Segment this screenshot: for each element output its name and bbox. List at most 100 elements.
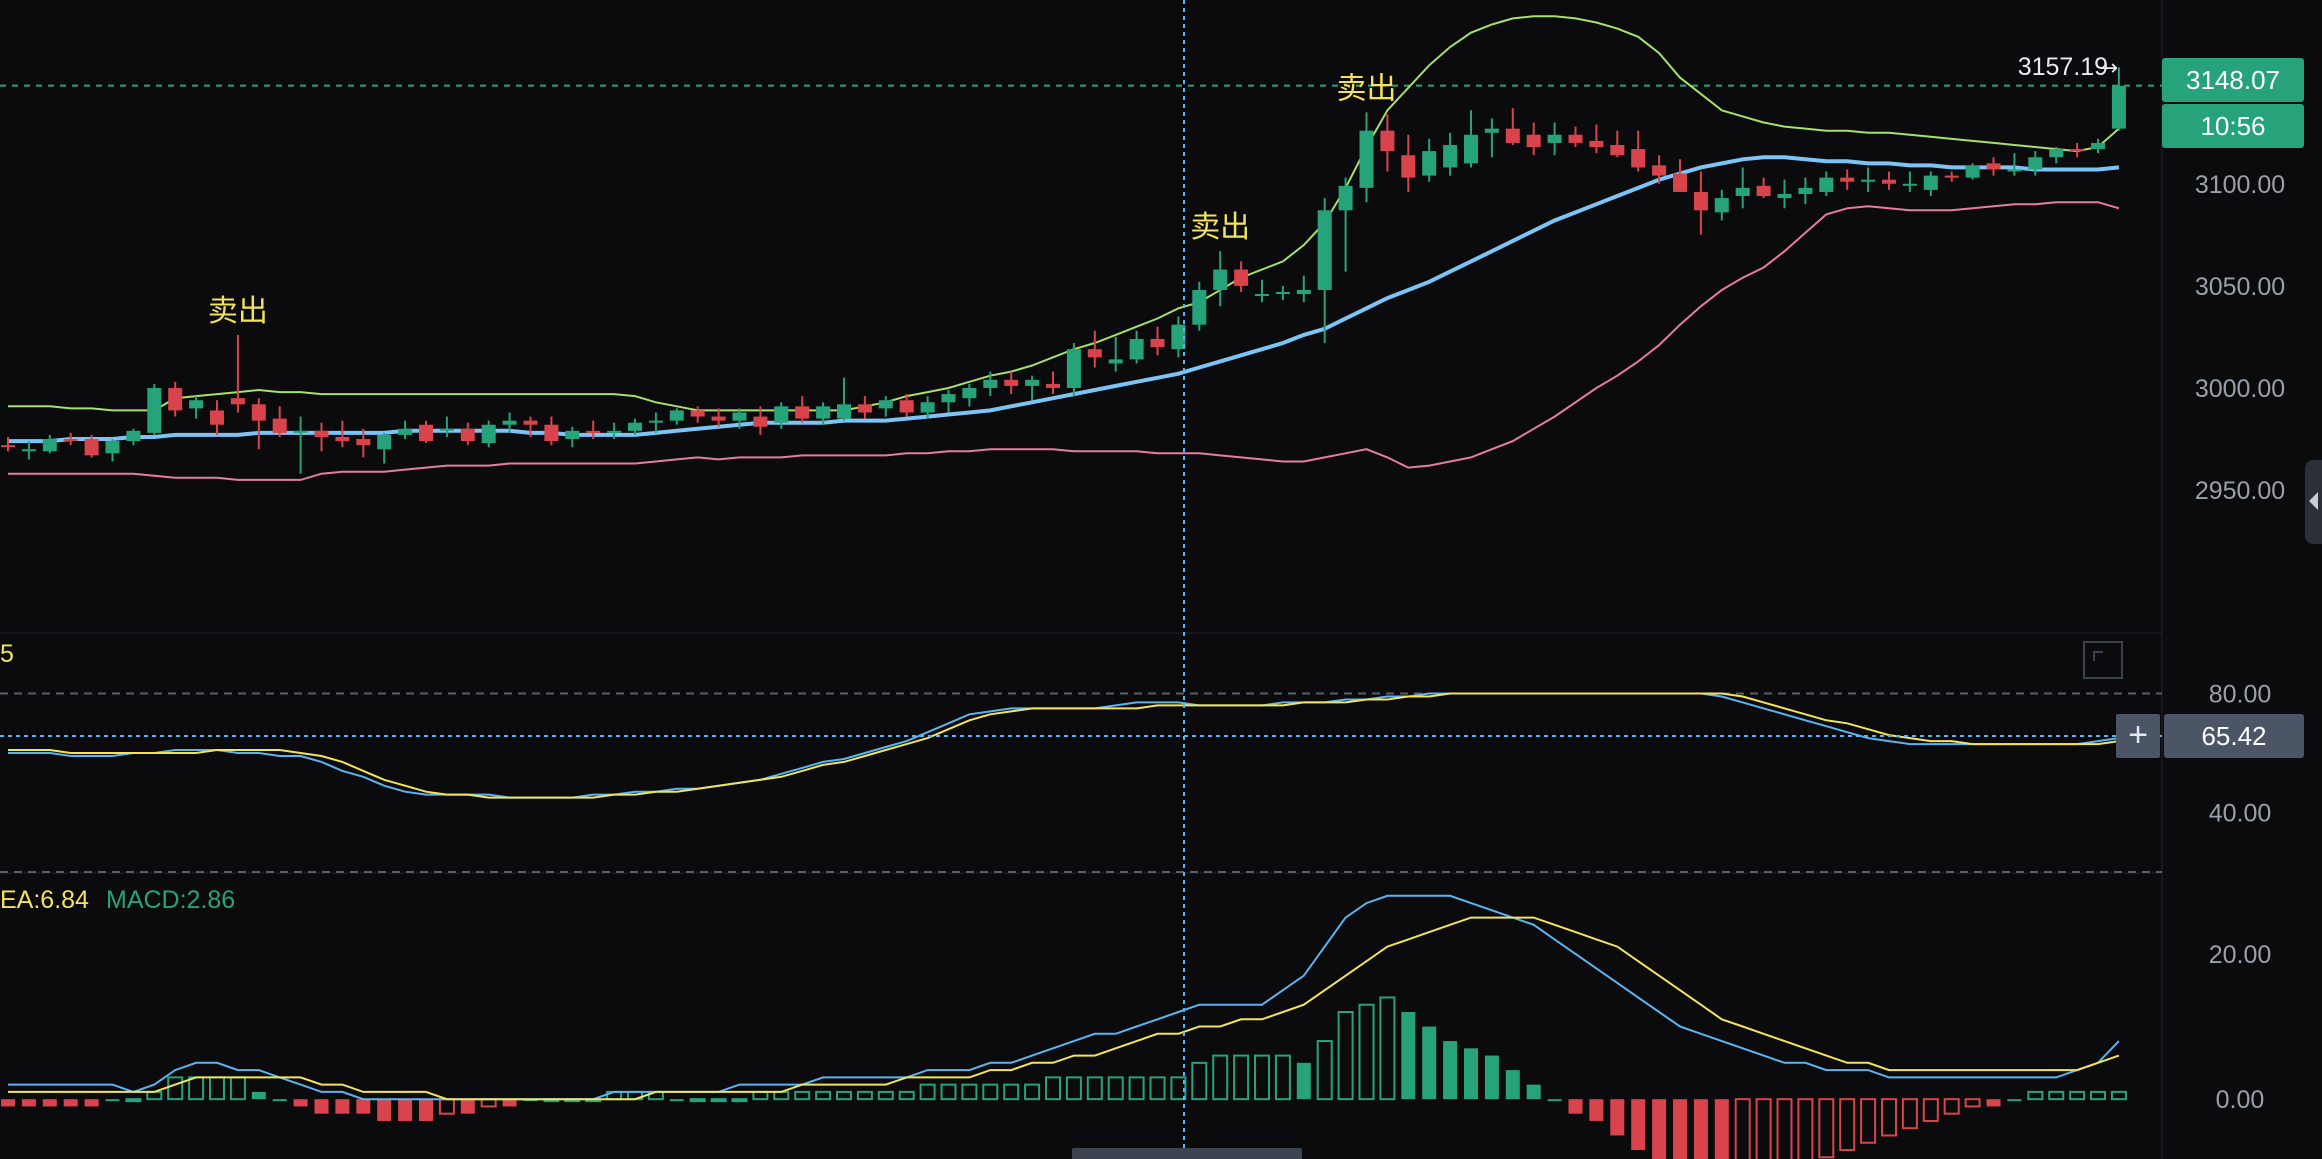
candle-body <box>1213 269 1228 290</box>
candle-body <box>1526 134 1541 148</box>
candle-body <box>1923 175 1938 190</box>
arrow-right-icon: → <box>2100 56 2118 81</box>
macd-histogram-bar <box>710 1098 727 1103</box>
macd-histogram-bar <box>1464 1048 1478 1100</box>
macd-histogram-bar <box>1818 1098 1835 1159</box>
macd-histogram-bar <box>689 1098 706 1103</box>
candle-body <box>1610 144 1625 156</box>
macd-histogram-bar <box>2027 1090 2044 1101</box>
candle-body <box>210 410 224 425</box>
candle-body <box>523 420 538 425</box>
macd-histogram-bar <box>1422 1026 1437 1100</box>
candle-body <box>335 436 350 442</box>
expand-icon[interactable] <box>2083 641 2123 679</box>
macd-histogram-bar <box>1274 1054 1291 1101</box>
candle-body <box>690 410 705 417</box>
macd-histogram-bar <box>1170 1076 1187 1101</box>
candle-body <box>356 439 371 446</box>
macd-histogram-bar <box>1986 1099 2001 1107</box>
candle-body <box>1547 134 1562 143</box>
macd-histogram-bar <box>731 1098 748 1103</box>
macd-histogram-bar <box>1254 1054 1270 1101</box>
macd-histogram-bar <box>1045 1076 1061 1101</box>
macd-histogram-bar <box>1755 1098 1772 1159</box>
candle-body <box>1777 193 1792 199</box>
candle-body <box>1840 177 1855 182</box>
macd-histogram-bar <box>1086 1076 1103 1101</box>
macd-histogram-bar <box>1776 1098 1793 1159</box>
candle-body <box>1046 383 1060 388</box>
candle-body <box>1986 163 2001 170</box>
candle-body <box>272 418 287 433</box>
macd-histogram-bar <box>1881 1098 1897 1137</box>
macd-histogram-bar <box>356 1099 371 1114</box>
macd-histogram-bar <box>1003 1083 1020 1101</box>
macd-histogram-bar <box>1233 1054 1250 1101</box>
candle-body <box>460 428 475 442</box>
candle-body <box>189 400 204 409</box>
candle-body <box>1150 338 1165 348</box>
macd-histogram-bar <box>1065 1076 1082 1101</box>
candle-body <box>1965 165 1980 178</box>
macd-histogram-bar <box>125 1098 142 1103</box>
macd-histogram-bar <box>1943 1098 1960 1115</box>
macd-histogram-bar <box>1358 1003 1375 1101</box>
macd-histogram-bar <box>460 1099 475 1114</box>
candle-body <box>1171 324 1186 350</box>
macd-histogram-bar <box>1212 1054 1229 1101</box>
candle-body <box>1192 289 1207 325</box>
candle-body <box>899 400 914 413</box>
candle-body <box>1401 155 1416 178</box>
macd-histogram-bar <box>2110 1090 2127 1101</box>
last-price-label: 3157.19 <box>2018 53 2108 81</box>
macd-histogram-bar <box>1379 996 1396 1101</box>
candle-body <box>1735 187 1750 197</box>
candle-body <box>1568 134 1583 143</box>
macd-histogram-bar <box>669 1099 684 1102</box>
candle-body <box>1505 128 1520 143</box>
candle-body <box>1484 128 1499 133</box>
candle-body <box>1631 149 1646 168</box>
crosshair-add-icon[interactable]: + <box>2116 714 2160 758</box>
chevron-left-icon <box>2309 492 2318 510</box>
macd-histogram-bar <box>42 1099 57 1107</box>
candle-body <box>1275 291 1290 295</box>
macd-histogram-bar <box>2069 1090 2086 1101</box>
macd-histogram-bar <box>1505 1070 1520 1100</box>
price-panel: 3100.003050.003000.002950.00卖出卖出卖出3157.1… <box>0 15 2285 505</box>
macd-histogram-bar <box>1024 1083 1041 1101</box>
macd-histogram-bar <box>1296 1062 1311 1100</box>
candle-body <box>168 387 183 411</box>
candle-body <box>795 406 810 419</box>
oscillator-axis-tick: 80.00 <box>2209 681 2272 709</box>
macd-histogram-bar <box>105 1099 120 1102</box>
macd-histogram-bar <box>1149 1076 1166 1101</box>
side-panel-handle[interactable] <box>2305 460 2322 544</box>
candle-body <box>1589 140 1604 148</box>
macd-histogram-bar <box>898 1090 915 1101</box>
macd-histogram-bar <box>1401 1012 1416 1100</box>
candle-body <box>648 420 663 423</box>
candle-body <box>983 379 998 388</box>
macd-histogram-bar <box>1693 1099 1708 1159</box>
macd-histogram-bar <box>84 1099 99 1107</box>
oscillator-axis-tick: 40.00 <box>2209 800 2272 828</box>
macd-histogram-bar <box>419 1099 433 1121</box>
candle-body <box>126 430 141 442</box>
macd-histogram-bar <box>167 1076 184 1101</box>
macd-histogram-bar <box>1191 1061 1208 1101</box>
macd-histogram-bar <box>1128 1076 1145 1101</box>
macd-histogram-bar <box>251 1091 266 1100</box>
price-axis-tick: 3100.00 <box>2195 171 2285 199</box>
candle-body <box>1296 289 1311 295</box>
candle-body <box>398 428 413 435</box>
macd-histogram-bar <box>2007 1099 2022 1102</box>
candle-body <box>1443 144 1458 168</box>
macd-histogram-bar <box>21 1099 36 1107</box>
bollinger-middle-line <box>8 155 2120 444</box>
candle-body <box>962 387 977 399</box>
macd-histogram-bar <box>1484 1055 1499 1100</box>
sell-signal-label: 卖出 <box>208 294 268 329</box>
candle-body <box>314 430 329 437</box>
